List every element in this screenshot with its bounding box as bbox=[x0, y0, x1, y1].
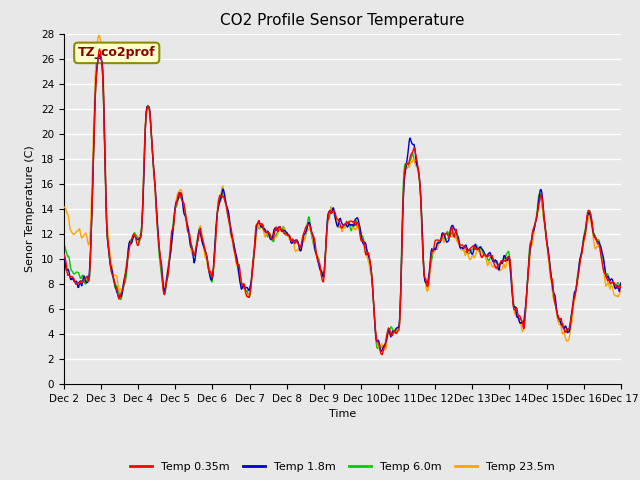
Legend: Temp 0.35m, Temp 1.8m, Temp 6.0m, Temp 23.5m: Temp 0.35m, Temp 1.8m, Temp 6.0m, Temp 2… bbox=[125, 457, 559, 477]
Y-axis label: Senor Temperature (C): Senor Temperature (C) bbox=[26, 145, 35, 272]
Title: CO2 Profile Sensor Temperature: CO2 Profile Sensor Temperature bbox=[220, 13, 465, 28]
X-axis label: Time: Time bbox=[329, 409, 356, 419]
Text: TZ_co2prof: TZ_co2prof bbox=[78, 47, 156, 60]
